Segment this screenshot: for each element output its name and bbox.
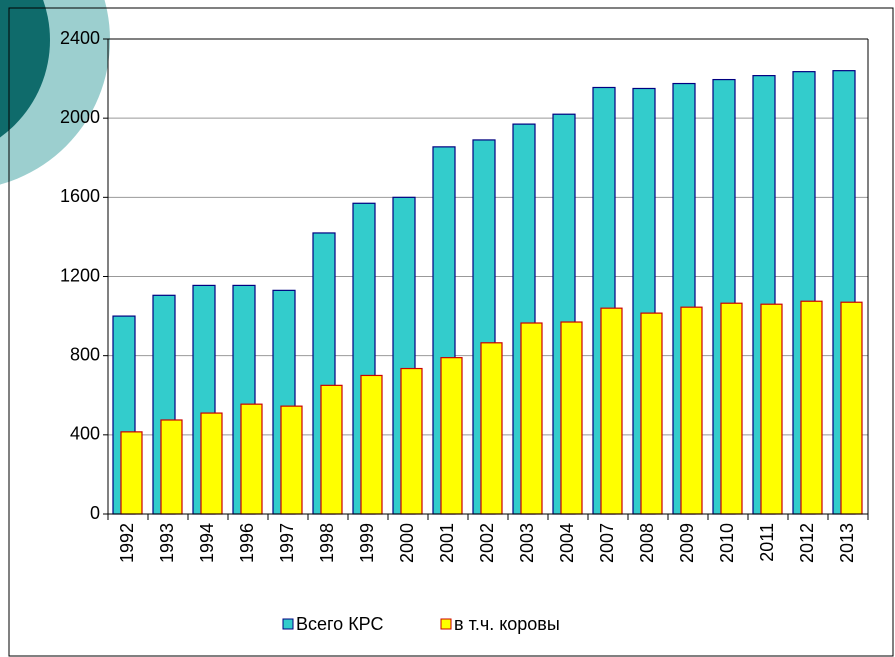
legend-label: в т.ч. коровы [454, 614, 560, 634]
bar [200, 412, 223, 515]
bar [760, 303, 783, 515]
bar [800, 300, 823, 515]
bar [240, 403, 263, 515]
x-tick-label: 2000 [397, 523, 417, 563]
x-tick-label: 1992 [117, 523, 137, 563]
x-tick-label: 2011 [757, 523, 777, 562]
x-tick-label: 2009 [677, 523, 697, 563]
y-tick-label: 400 [70, 424, 100, 444]
bar [480, 342, 503, 515]
bar [600, 307, 623, 515]
y-tick-label: 800 [70, 344, 100, 364]
bar [640, 312, 663, 515]
legend-swatch [440, 618, 452, 630]
legend-label: Всего КРС [296, 614, 384, 634]
y-tick-label: 1600 [60, 186, 100, 206]
bar [440, 357, 463, 515]
x-tick-label: 2001 [437, 523, 457, 563]
x-tick-label: 2003 [517, 523, 537, 563]
y-tick-label: 1200 [60, 265, 100, 285]
x-tick-label: 2010 [717, 523, 737, 563]
x-tick-label: 1993 [157, 523, 177, 563]
bar [720, 302, 743, 515]
x-tick-label: 1996 [237, 523, 257, 563]
bar [560, 321, 583, 515]
y-tick-label: 2000 [60, 107, 100, 127]
y-tick-label: 2400 [60, 28, 100, 48]
bar [400, 367, 423, 515]
bar [360, 374, 383, 515]
bar [320, 384, 343, 515]
bar [160, 419, 183, 515]
x-tick-label: 1994 [197, 523, 217, 563]
bar [280, 405, 303, 515]
x-tick-label: 2013 [837, 523, 857, 563]
bar [520, 322, 543, 515]
x-tick-label: 1999 [357, 523, 377, 563]
frame [8, 7, 894, 657]
x-tick-label: 2002 [477, 523, 497, 563]
x-tick-label: 2004 [557, 523, 577, 563]
y-tick-label: 0 [90, 503, 100, 523]
x-tick-label: 2012 [797, 523, 817, 563]
bar [840, 301, 863, 515]
bar [120, 431, 143, 515]
decor-circle-dark [0, 0, 50, 138]
x-tick-label: 2007 [597, 523, 617, 563]
x-tick-label: 1998 [317, 523, 337, 563]
x-tick-label: 2008 [637, 523, 657, 563]
bar [680, 306, 703, 515]
x-tick-label: 1997 [277, 523, 297, 563]
legend-swatch [282, 618, 294, 630]
